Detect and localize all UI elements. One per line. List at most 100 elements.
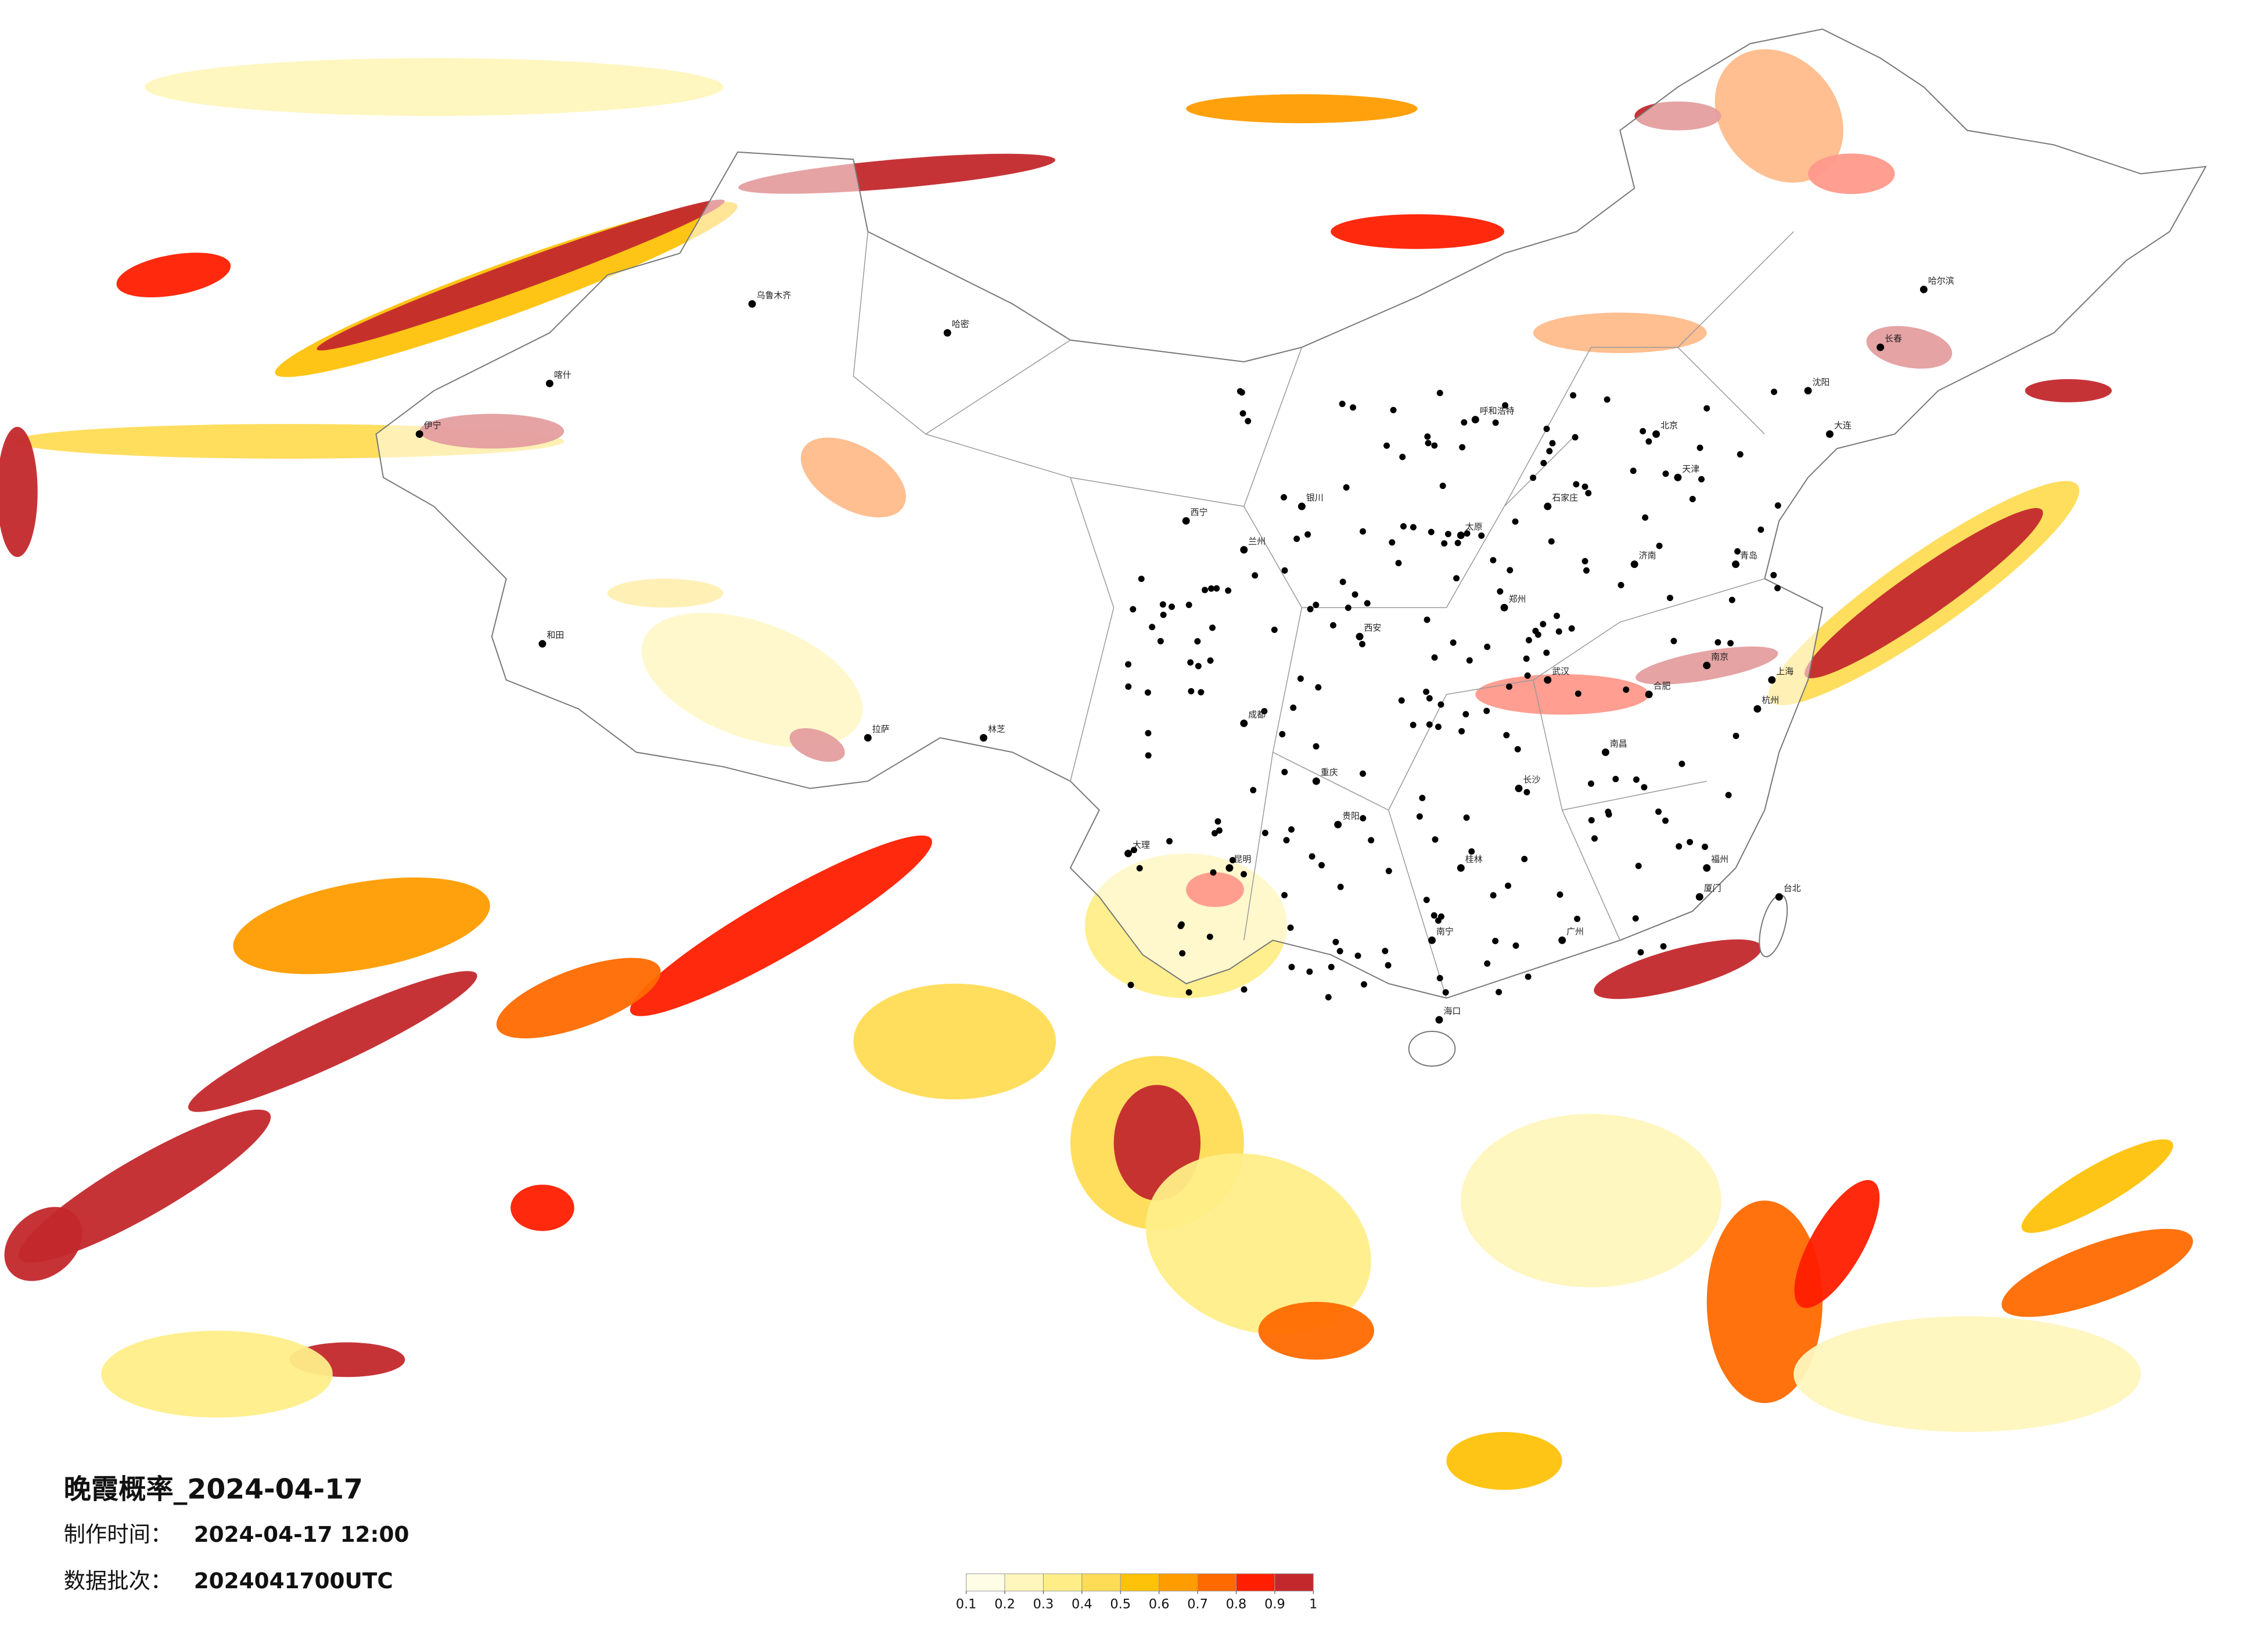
city-dot <box>1727 640 1734 647</box>
city-dot <box>1281 567 1288 574</box>
city-dot <box>1385 868 1392 875</box>
city-label: 青岛 <box>1740 551 1757 561</box>
city-dot <box>1385 962 1392 969</box>
city-label: 太原 <box>1465 521 1483 532</box>
city-dot <box>1313 602 1320 609</box>
city-dot <box>1701 843 1708 850</box>
city-dot <box>1166 838 1173 845</box>
city-dot <box>1637 949 1644 956</box>
probability-patch <box>1446 1431 1562 1490</box>
city-dot <box>1383 442 1390 449</box>
city-dot <box>1492 937 1499 944</box>
city-dot <box>1768 676 1776 684</box>
colorbar-tick-label: 0.2 <box>994 1597 1015 1612</box>
probability-patch <box>630 835 932 1016</box>
city-dot <box>1423 688 1430 695</box>
city-dot <box>1572 434 1579 441</box>
city-dots <box>1125 388 1781 1001</box>
city-dot <box>1329 622 1336 629</box>
colorbar-tick-label: 1 <box>1309 1597 1317 1612</box>
city-dot <box>1774 585 1781 592</box>
city-dot <box>1214 818 1221 825</box>
city-label: 郑州 <box>1509 593 1526 604</box>
probability-patch <box>2001 1229 2193 1317</box>
city-dot <box>1666 595 1673 602</box>
city-dot <box>1515 785 1523 793</box>
city-dot <box>1543 649 1550 656</box>
city-dot <box>1568 625 1575 632</box>
city-dot <box>1734 548 1741 555</box>
city-dot <box>1676 843 1683 850</box>
city-dot <box>1604 396 1611 403</box>
city-dot <box>1466 657 1473 664</box>
probability-patch <box>1594 939 1762 999</box>
city-dot <box>1532 627 1539 634</box>
city-dot <box>1359 641 1365 647</box>
city-dot <box>1194 638 1201 645</box>
city-dot <box>1382 948 1389 955</box>
city-dot <box>1195 663 1202 670</box>
city-dot <box>1361 981 1367 988</box>
city-dot <box>1641 784 1648 791</box>
probability-patch <box>4 1207 82 1281</box>
city-dot <box>1591 835 1598 842</box>
city-dot <box>1505 882 1512 889</box>
city-dot <box>1652 430 1660 438</box>
city-dot <box>1339 578 1346 585</box>
city-dot <box>1239 410 1246 417</box>
city-dot <box>1695 893 1703 901</box>
city-dot <box>1339 400 1346 407</box>
city-label: 上海 <box>1776 666 1793 677</box>
city-dot <box>1419 794 1426 801</box>
city-dot <box>1540 459 1547 466</box>
city-dot <box>1350 404 1357 411</box>
city-label: 石家庄 <box>1552 492 1578 503</box>
city-label: 福州 <box>1711 854 1728 865</box>
city-dot <box>1490 557 1497 564</box>
city-dot <box>1188 688 1195 695</box>
city-dot <box>1774 502 1781 509</box>
city-dot <box>1225 587 1232 594</box>
city-dot <box>1138 575 1145 582</box>
probability-patch <box>511 1185 574 1231</box>
city-label: 大连 <box>1834 420 1852 431</box>
city-label: 南宁 <box>1436 926 1454 937</box>
city-dot <box>1437 701 1444 708</box>
city-dot <box>1238 389 1245 396</box>
city-label: 呼和浩特 <box>1480 406 1515 416</box>
city-dot <box>1483 707 1490 714</box>
city-dot <box>1645 690 1653 699</box>
probability-patch <box>1793 1316 2141 1432</box>
probability-patch <box>1145 1153 1371 1335</box>
probability-patch <box>496 958 661 1039</box>
city-dot <box>1546 448 1553 455</box>
city-dot <box>1512 518 1519 525</box>
colorbar-swatch <box>1197 1573 1237 1592</box>
city-label: 长沙 <box>1523 775 1540 785</box>
city-dot <box>1523 789 1530 796</box>
city-dot <box>1662 470 1669 477</box>
city-dot <box>1521 855 1528 862</box>
city-dot <box>1416 813 1423 820</box>
city-dot <box>1623 686 1630 693</box>
city-dot <box>1325 994 1332 1001</box>
city-dot <box>1424 433 1431 440</box>
city-dot <box>1662 817 1669 824</box>
city-label: 台北 <box>1784 883 1801 893</box>
city-dot <box>1468 848 1475 855</box>
city-dot <box>1601 748 1609 756</box>
probability-patch <box>1331 214 1505 249</box>
city-dot <box>1360 815 1367 822</box>
city-dot <box>1490 892 1497 899</box>
city-label: 重庆 <box>1321 767 1338 778</box>
city-dot <box>1484 643 1491 650</box>
city-dot <box>1334 821 1342 829</box>
country-outline <box>375 28 2207 999</box>
city-dot <box>1328 963 1335 970</box>
colorbar-tick-label: 0.5 <box>1110 1597 1131 1612</box>
probability-patch <box>188 971 477 1112</box>
probability-patch <box>853 983 1056 1100</box>
city-dot <box>1432 836 1439 843</box>
city-dot <box>1216 827 1223 834</box>
city-label: 昆明 <box>1234 854 1251 865</box>
